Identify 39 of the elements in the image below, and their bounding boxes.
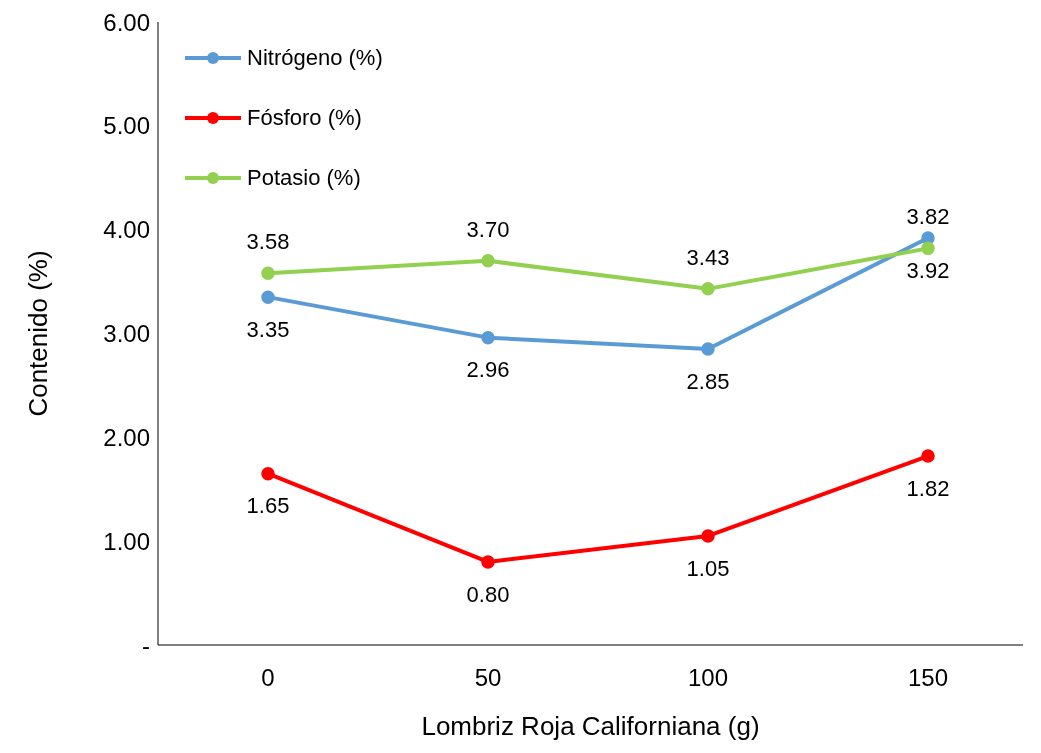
data-label: 3.58 [246,229,290,255]
data-label: 3.92 [906,257,950,283]
y-tick-label: 5.00 [103,112,150,140]
y-tick-label: 4.00 [103,216,150,244]
point [701,529,715,543]
data-label: 3.82 [906,204,950,230]
x-axis-title: Lombriz Roja Californiana (g) [421,711,760,741]
point [261,466,275,481]
data-label: 1.65 [246,493,290,519]
legend-label: Fósforo (%) [247,105,362,131]
point [261,290,275,304]
y-tick-label: 2.00 [103,423,150,451]
data-label: 3.43 [686,244,730,270]
data-label: 3.35 [246,316,290,342]
data-label: 1.82 [906,475,950,501]
point [701,342,715,356]
point [921,449,935,463]
point [921,241,935,256]
y-tick-label: - [142,631,150,659]
x-tick-label: 0 [261,664,275,692]
point [481,254,495,268]
data-label: 1.05 [686,555,730,581]
data-label: 0.80 [466,581,510,607]
data-label: 2.85 [686,368,730,394]
data-label: 2.96 [466,357,510,383]
legend-label: Nitrógeno (%) [247,45,383,71]
y-tick-label: 3.00 [103,320,150,348]
point [481,330,495,345]
x-tick-label: 100 [687,664,729,692]
y-axis-title: Contenido (%) [23,250,54,417]
legend-label: Potasio (%) [247,165,361,191]
point [261,266,275,281]
data-label: 3.70 [466,216,510,242]
x-tick-label: 150 [907,664,949,692]
point [481,555,495,569]
point [701,282,715,296]
x-tick-label: 50 [474,664,502,692]
y-tick-label: 6.00 [103,8,150,36]
y-tick-label: 1.00 [103,527,150,555]
